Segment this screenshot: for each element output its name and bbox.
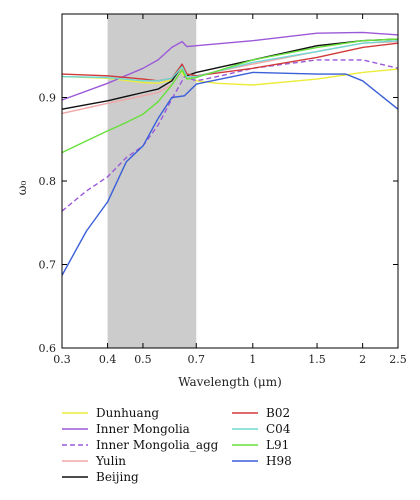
- series-line-inner-mongolia-agg: [61, 59, 399, 212]
- series-layer: [61, 31, 399, 276]
- series-line-inner-mongolia: [61, 31, 399, 101]
- x-tick-label: 0.7: [188, 353, 206, 366]
- legend-label: L91: [266, 438, 289, 452]
- series-line-c04: [61, 40, 399, 82]
- legend-label: Dunhuang: [96, 406, 159, 420]
- x-tick-label: 0.3: [53, 353, 71, 366]
- y-tick-label: 0.8: [39, 175, 57, 188]
- legend-label: Beijing: [96, 470, 139, 484]
- y-tick-label: 0.6: [39, 342, 57, 355]
- legend-label: B02: [266, 406, 290, 420]
- legend: Dunhuang Inner Mongolia Inner Mongolia_agg…: [62, 406, 292, 484]
- series-line-b02: [61, 42, 399, 82]
- legend-label: Yulin: [95, 454, 126, 468]
- legend-label: Inner Mongolia: [96, 422, 190, 436]
- y-tick-label: 0.9: [39, 92, 57, 105]
- x-tick-label: 1.5: [308, 353, 326, 366]
- y-axis-label: ω₀: [15, 181, 29, 196]
- x-tick-label: 1: [249, 353, 256, 366]
- x-tick-label: 0.4: [99, 353, 117, 366]
- legend-label: H98: [266, 454, 292, 468]
- x-tick-label: 2: [359, 353, 366, 366]
- legend-label: Inner Mongolia_agg: [96, 438, 219, 452]
- legend-label: C04: [266, 422, 291, 436]
- y-tick-label: 0.7: [39, 259, 57, 272]
- x-tick-label: 2.5: [389, 353, 407, 366]
- x-tick-label: 0.5: [134, 353, 152, 366]
- series-line-h98: [61, 71, 399, 276]
- ticks-layer: 0.3 0.4 0.5 0.7 1 1.5 2 2.5 0.6 0.7 0.8 0.9: [39, 14, 407, 366]
- x-axis-label: Wavelength (μm): [178, 375, 282, 389]
- series-line-l91: [61, 38, 399, 154]
